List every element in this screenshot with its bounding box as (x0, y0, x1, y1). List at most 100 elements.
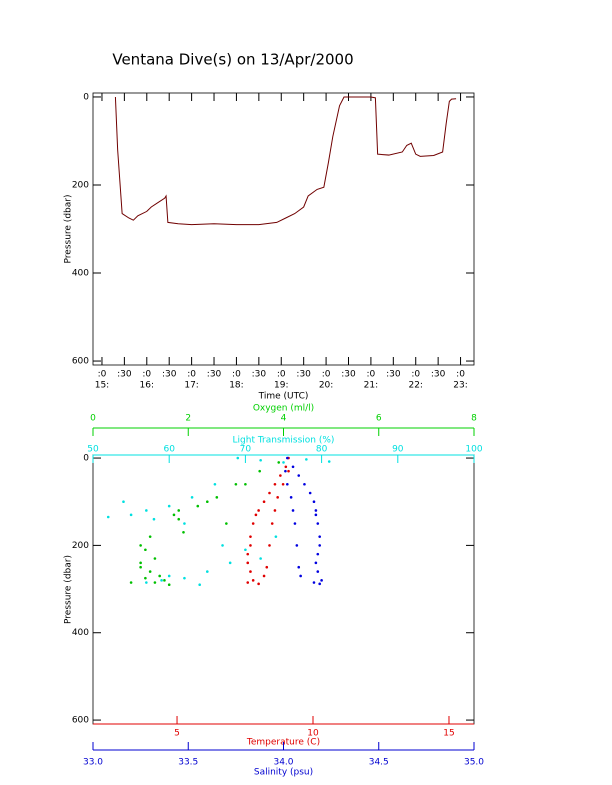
data-point (221, 544, 224, 547)
data-point (259, 557, 262, 560)
data-point (167, 574, 171, 578)
x-tick-label: :0 (232, 370, 241, 380)
data-point (291, 465, 295, 469)
data-point (251, 579, 255, 582)
data-point (122, 500, 125, 504)
x-tick-label: 10 (307, 729, 319, 739)
data-point (262, 500, 266, 504)
x-tick-label: 0 (90, 414, 96, 424)
x-tick-label: 60 (163, 445, 175, 455)
data-point (236, 456, 240, 460)
data-point (303, 482, 306, 486)
data-point (277, 461, 281, 464)
x-hour-label: 22: (408, 381, 422, 391)
x-tick-label: :30 (386, 370, 401, 380)
data-point (268, 544, 271, 547)
x-hour-label: 17: (184, 381, 198, 391)
x-tick-label: :30 (431, 370, 446, 380)
data-point (312, 581, 316, 584)
data-point (316, 570, 320, 573)
data-point (172, 513, 176, 517)
data-point (246, 552, 250, 556)
data-point (139, 565, 142, 569)
y-tick-label: 600 (72, 716, 89, 726)
data-point (289, 496, 293, 499)
x-tick-label: 2 (185, 414, 191, 424)
data-point (286, 482, 289, 486)
data-point (139, 561, 142, 565)
data-point (284, 469, 287, 473)
x-axis-label: Salinity (psu) (254, 768, 313, 778)
data-point (254, 513, 258, 517)
data-point (312, 500, 316, 504)
plot-frame (92, 92, 475, 366)
data-point (281, 482, 285, 486)
x-tick-label: :30 (252, 370, 267, 380)
x-axis-label: Light Transmission (%) (233, 436, 335, 446)
data-point (129, 581, 133, 584)
x-tick-label: :0 (277, 370, 286, 380)
data-line (114, 96, 457, 226)
data-point (246, 581, 250, 584)
x-tick-label: 5 (174, 729, 180, 739)
plot-frame (92, 454, 475, 725)
data-point (284, 465, 288, 469)
data-point (215, 496, 219, 499)
x-tick-label: 80 (316, 445, 328, 455)
data-point (234, 482, 238, 486)
x-tick-label: 90 (392, 445, 404, 455)
data-point (291, 509, 295, 512)
y-tick-label: 0 (83, 454, 89, 464)
data-point (327, 460, 331, 463)
data-point (249, 535, 252, 538)
y-axis-label: Pressure (dbar) (64, 555, 74, 624)
data-point (273, 482, 277, 486)
y-axis-label: Pressure (dbar) (64, 195, 74, 264)
x-tick-label: :0 (187, 370, 196, 380)
x-hour-label: 21: (364, 381, 378, 391)
data-point (293, 522, 297, 525)
data-point (196, 504, 200, 508)
data-point (106, 515, 110, 519)
data-point (183, 576, 186, 580)
data-point (268, 491, 271, 495)
data-point (244, 482, 247, 486)
data-point (152, 517, 156, 521)
data-point (274, 535, 278, 538)
data-point (314, 509, 318, 512)
x-tick-label: :0 (456, 370, 465, 380)
data-point (198, 583, 201, 586)
y-tick-label: 200 (72, 180, 89, 190)
x-tick-label: :0 (98, 370, 107, 380)
data-point (153, 581, 157, 584)
data-point (258, 469, 261, 473)
data-point (318, 582, 321, 586)
data-point (225, 522, 228, 525)
x-tick-label: :30 (296, 370, 311, 380)
data-point (160, 579, 163, 582)
data-point (139, 544, 142, 547)
x-tick-label: :0 (142, 370, 151, 380)
data-point (262, 574, 266, 578)
x-tick-label: :30 (341, 370, 356, 380)
data-point (270, 522, 274, 525)
data-point (297, 565, 301, 569)
y-tick-label: 600 (72, 357, 89, 367)
y-tick-label: 400 (72, 269, 89, 279)
data-point (190, 496, 194, 499)
x-tick-label: 33.0 (83, 758, 103, 768)
data-point (183, 522, 186, 525)
data-point (308, 491, 312, 495)
data-point (279, 474, 282, 477)
data-point (213, 482, 217, 486)
x-hour-label: 20: (319, 381, 333, 391)
x-axis-label: Oxygen (ml/l) (253, 404, 314, 414)
data-point (153, 557, 157, 560)
data-point (259, 458, 262, 462)
data-point (295, 544, 299, 547)
data-point (318, 544, 321, 547)
x-tick-label: 8 (471, 414, 477, 424)
data-point (320, 579, 323, 582)
data-point (167, 583, 171, 586)
data-point (257, 582, 260, 586)
